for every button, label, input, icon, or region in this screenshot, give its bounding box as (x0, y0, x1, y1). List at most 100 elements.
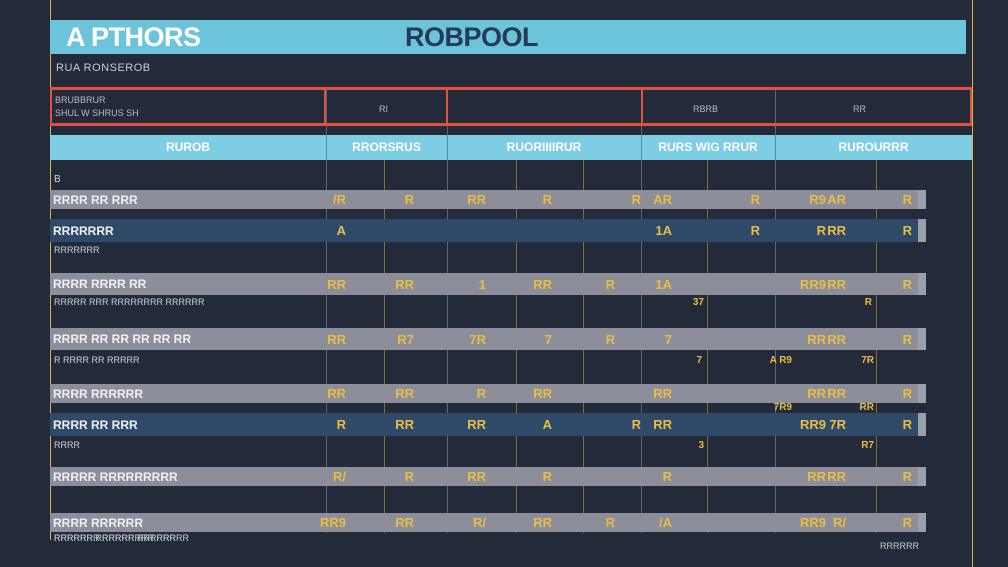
cell-value[interactable]: RR (327, 386, 346, 401)
cell-value[interactable]: R/ (833, 515, 846, 530)
cell-value[interactable]: RR (467, 469, 486, 484)
cell-value[interactable]: /A (659, 515, 672, 530)
cell-value[interactable]: R (542, 192, 552, 207)
cell-value[interactable]: R (336, 417, 346, 432)
cell-value[interactable]: R (902, 192, 912, 207)
cell-value[interactable]: R (631, 417, 641, 432)
cell-value[interactable]: 7 (544, 331, 552, 347)
info-col-2: RI (379, 104, 388, 114)
cell-value[interactable]: R (816, 223, 826, 238)
subtitle: RUA RONSEROB (56, 62, 151, 74)
row-endcap (918, 413, 926, 436)
cell-value[interactable]: R (662, 469, 672, 484)
cell-value[interactable]: RR (807, 386, 826, 401)
cell-value: A R9 (769, 355, 792, 366)
cell-value[interactable]: R (902, 469, 912, 484)
cell-value[interactable]: RR (327, 276, 346, 292)
row-label: RRRR RR RR RR RR RR (53, 332, 191, 346)
cell-value[interactable]: /R (333, 192, 346, 207)
cell-value[interactable]: RR9 (319, 515, 346, 530)
cell-value[interactable]: AR (653, 192, 672, 207)
cell-value[interactable]: R (902, 386, 912, 401)
row-sublabel: RRRR (54, 440, 80, 450)
table-row[interactable]: RRRR RR RRR (50, 413, 926, 436)
cell-value[interactable]: RR (395, 276, 414, 292)
cell-value[interactable]: RR (827, 331, 846, 347)
cell-value[interactable]: AR (827, 192, 846, 207)
table-row[interactable]: RRRR RR RRR (50, 190, 926, 209)
cell-value[interactable]: RR (327, 331, 346, 347)
table-row[interactable]: RRRR RRRRRR (50, 513, 926, 532)
cell-value[interactable]: RR (395, 417, 414, 432)
cell-value[interactable]: 7R (469, 331, 486, 347)
cell-value[interactable]: RR9 (799, 276, 826, 292)
cell-value[interactable]: R (902, 276, 912, 292)
cell-value[interactable]: R/ (473, 515, 486, 530)
row-endcap (918, 513, 926, 532)
cell-value[interactable]: RR (467, 192, 486, 207)
row-label: RRRR RRRRRR (53, 386, 143, 401)
row-endcap (918, 384, 926, 403)
row-marker: B (54, 174, 61, 185)
cell-value[interactable]: RR (807, 331, 826, 347)
cell-value[interactable]: 1 (478, 276, 486, 292)
cell-value[interactable]: A (336, 223, 346, 238)
cell-value[interactable]: RR (533, 276, 552, 292)
cell-value[interactable]: R (902, 331, 912, 347)
cell-value[interactable]: 1A (655, 223, 672, 238)
column-header[interactable]: RURS WIG RRUR (658, 140, 758, 154)
cell-value[interactable]: R (605, 276, 615, 292)
cell-value: 7 (696, 355, 702, 366)
cell-value[interactable]: RR (533, 386, 552, 401)
row-sublabel: R RRRR RR RRRRR (54, 355, 140, 365)
column-header[interactable]: RUORIIIIRUR (506, 140, 582, 154)
cell-value[interactable]: R (605, 331, 615, 347)
column-header[interactable]: RUROB (166, 140, 210, 154)
info-line-2: SHUL W SHRUS SH (55, 108, 139, 118)
cell-value[interactable]: RR9 (799, 515, 826, 530)
table-row[interactable]: RRRRR RRRRRRRRR (50, 467, 926, 486)
cell-value[interactable]: RR (395, 386, 414, 401)
table-row[interactable]: RRRRRRR (50, 219, 926, 242)
cell-value[interactable]: RR (807, 469, 826, 484)
cell-value[interactable]: RR (827, 276, 846, 292)
column-header[interactable]: RRORSRUS (352, 140, 421, 154)
cell-value[interactable]: 7R (829, 417, 846, 432)
cell-value[interactable]: R (631, 192, 641, 207)
cell-value[interactable]: RR (653, 386, 672, 401)
cell-value[interactable]: RR (653, 417, 672, 432)
cell-value[interactable]: R (902, 223, 912, 238)
row-endcap (918, 273, 926, 295)
table-row[interactable]: RRRR RR RR RR RR RR (50, 328, 926, 350)
sheet-left-border (50, 0, 51, 540)
cell-value[interactable]: R (750, 192, 760, 207)
cell-value[interactable]: RR (827, 469, 846, 484)
cell-value[interactable]: RR (533, 515, 552, 530)
cell-value[interactable]: R (404, 192, 414, 207)
cell-value[interactable]: R7 (397, 331, 414, 347)
cell-value[interactable]: R/ (333, 469, 346, 484)
cell-value[interactable]: R (902, 417, 912, 432)
row-endcap (918, 328, 926, 350)
cell-value[interactable]: 7 (664, 331, 672, 347)
cell-value[interactable]: RR (467, 417, 486, 432)
cell-value[interactable]: R (404, 469, 414, 484)
cell-value[interactable]: RR9 (799, 417, 826, 432)
table-row[interactable]: RRRR RRRRRR (50, 384, 926, 403)
cell-value[interactable]: 1A (655, 276, 672, 292)
grid-col-line (775, 87, 776, 533)
cell-value[interactable]: A (542, 417, 552, 432)
cell-value[interactable]: R (902, 515, 912, 530)
cell-value[interactable]: RR (395, 515, 414, 530)
cell-value[interactable]: RR (827, 223, 846, 238)
row-label: RRRR RRRRRR (53, 515, 143, 530)
cell-value[interactable]: RR (827, 386, 846, 401)
table-row[interactable]: RRRR RRRR RR (50, 273, 926, 295)
cell-value[interactable]: R (476, 386, 486, 401)
cell-value[interactable]: R (542, 469, 552, 484)
cell-value[interactable]: R (750, 223, 760, 238)
cell-value[interactable]: R9 (809, 192, 826, 207)
cell-value[interactable]: R (605, 515, 615, 530)
column-header[interactable]: RUROURRR (838, 140, 909, 154)
